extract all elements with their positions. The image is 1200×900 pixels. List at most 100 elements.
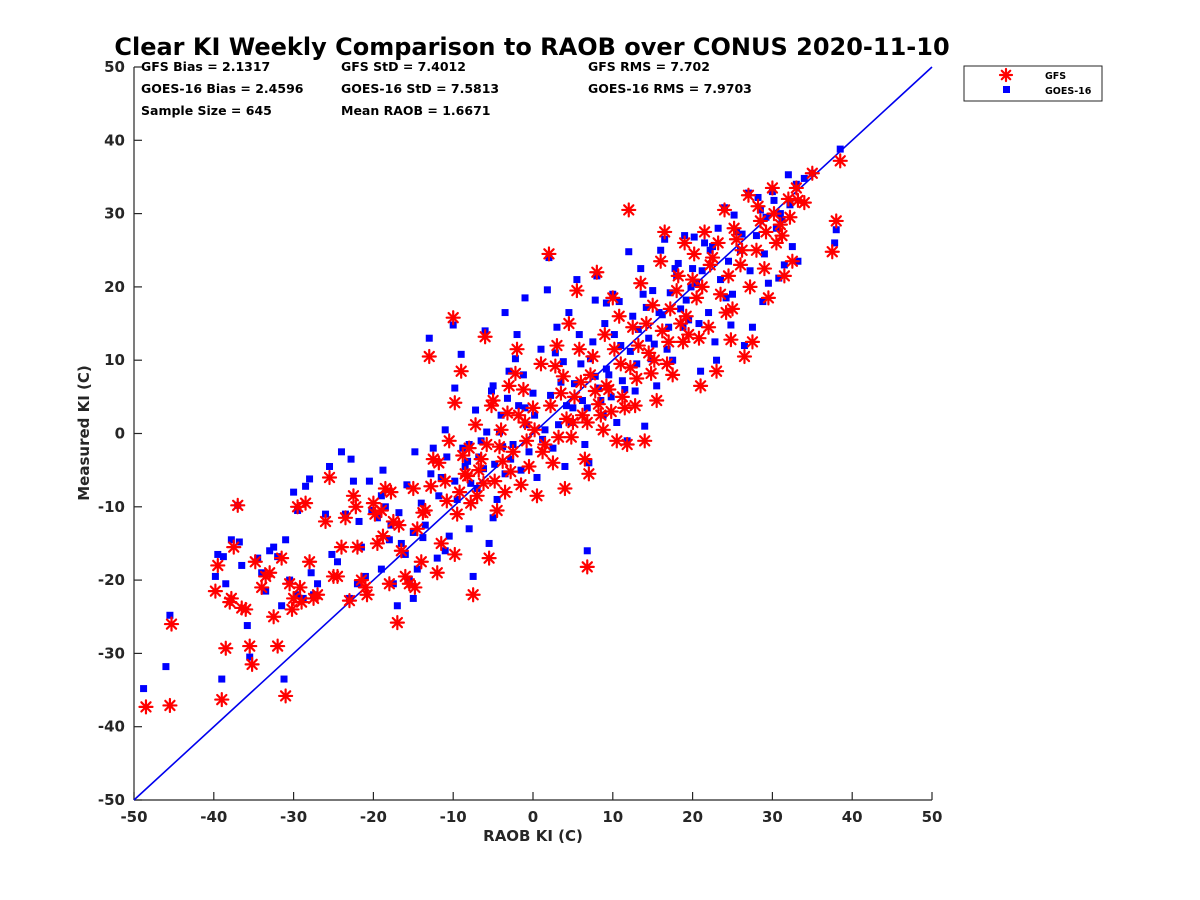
gfs-point [445,310,461,326]
gfs-point [605,290,621,306]
goes16-point [219,553,227,561]
goes16-point [677,305,685,313]
gfs-point [629,370,645,387]
gfs-point [321,469,338,486]
gfs-point [475,475,492,491]
goes16-point [417,499,425,507]
stat-mean-raob: Mean RAOB = 1.6671 [341,103,490,118]
gfs-point [481,550,497,566]
goes16-point [337,448,345,456]
gfs-point [611,308,627,324]
y-tick-label: 30 [104,205,125,223]
goes16-point [722,294,730,302]
gfs-point [688,290,705,306]
gfs-point [553,385,569,401]
goes16-point [698,267,706,275]
gfs-point [499,405,516,421]
gfs-point [728,231,745,247]
gfs-point [357,579,374,596]
gfs-point [571,341,587,357]
gfs-point [423,478,439,494]
gfs-point [558,411,575,427]
gfs-point [244,656,260,672]
goes16-point [543,286,551,294]
goes16-point [641,422,649,430]
goes16-point [775,274,783,282]
goes16-point [539,435,547,443]
gfs-point [744,334,761,350]
gfs-point [487,473,503,489]
gfs-point [449,506,465,522]
gfs-point [579,559,595,575]
gfs-point [431,455,447,471]
gfs-point [824,244,840,260]
gfs-point [507,365,524,381]
gfs-point [513,477,529,493]
goes16-point [451,477,459,485]
y-tick-label: -40 [98,718,125,736]
gfs-point [293,594,310,610]
gfs-point [529,488,545,504]
gfs-point [678,308,694,324]
goes16-point [393,602,401,610]
goes16-point [717,276,725,284]
stat-goes-rms: GOES-16 RMS = 7.9703 [588,81,752,96]
goes16-point [555,421,563,429]
goes16-point [727,321,735,329]
y-tick-label: 0 [115,425,125,443]
gfs-point [804,165,820,181]
legend-gfs-label: GFS [1045,71,1066,82]
goes16-point [266,547,274,555]
goes16-point [706,246,714,254]
gfs-point [479,436,495,453]
goes16-point [709,243,717,251]
goes16-point [326,462,334,470]
goes16-point [800,174,808,182]
goes16-point [429,444,437,452]
gfs-point [278,688,294,704]
goes16-point [491,460,499,468]
gfs-point [345,488,362,504]
goes16-point [453,495,461,503]
goes16-point [441,426,449,434]
goes16-point [778,215,786,223]
goes16-point [270,543,278,551]
goes16-point [754,193,762,201]
goes16-point [642,303,650,311]
goes16-point [674,259,682,267]
gfs-point [247,554,263,570]
gfs-point [517,414,533,431]
goes16-point [222,580,230,588]
goes16-point [583,547,591,555]
gfs-point [782,209,798,225]
gfs-point [242,638,258,654]
gfs-point [622,359,638,376]
goes16-point [647,355,655,363]
goes16-point [760,250,768,258]
goes16-point [740,342,748,350]
gfs-point [210,557,226,574]
goes16-point [465,525,473,533]
goes16-point [581,440,589,448]
goes16-point [671,265,679,273]
goes16-point [521,294,529,302]
gfs-point [726,220,742,236]
gfs-point [495,453,511,469]
gfs-point [669,282,685,299]
legend-gfs-asterisk [998,67,1014,83]
goes16-point [365,477,373,485]
goes16-point [306,475,314,483]
gfs-point [405,480,421,497]
gfs-point [766,206,782,222]
goes16-point [689,265,697,273]
goes16-point [577,360,585,368]
goes16-point [503,394,511,402]
gfs-point [700,319,717,335]
gfs-point [579,414,595,431]
goes16-point [377,565,385,573]
goes16-point [243,622,251,630]
gfs-point [662,301,678,317]
gfs-point [718,304,734,321]
goes16-point [302,482,310,490]
